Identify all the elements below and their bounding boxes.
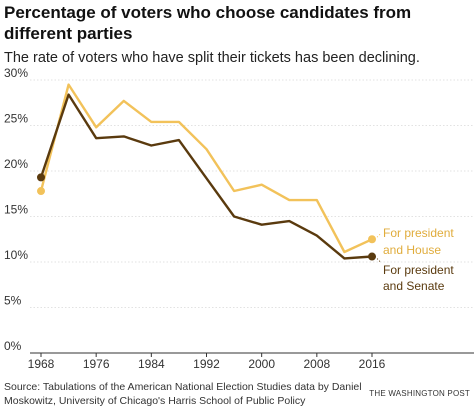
series-label-leader-house <box>374 232 382 240</box>
y-tick-label: 20% <box>4 157 28 171</box>
x-tick-label: 2000 <box>248 357 275 371</box>
x-tick-label: 1992 <box>193 357 220 371</box>
series-start-marker-house <box>37 187 45 196</box>
publisher-credit: THE WASHINGTON POST <box>369 389 470 398</box>
series-end-marker-senate <box>368 252 376 261</box>
series-label-house: For president <box>383 226 454 240</box>
y-tick-label: 10% <box>4 248 28 262</box>
y-tick-label: 30% <box>4 66 28 80</box>
series-start-marker-senate <box>37 173 45 182</box>
y-tick-label: 25% <box>4 112 28 126</box>
x-tick-label: 2008 <box>303 357 330 371</box>
x-tick-label: 2016 <box>359 357 386 371</box>
x-tick-label: 1976 <box>83 357 110 371</box>
y-tick-label: 15% <box>4 203 28 217</box>
x-tick-label: 1968 <box>28 357 55 371</box>
chart-subtitle: The rate of voters who have split their … <box>4 50 420 66</box>
line-chart: 0% 5% 10% 15% 20% 25% 30% 1968 1976 1984 1992 2000 2… <box>4 66 474 371</box>
y-tick-label: 0% <box>4 339 22 353</box>
series-label-senate: and Senate <box>383 279 445 293</box>
y-tick-label: 5% <box>4 294 22 308</box>
source-note: Source: Tabulations of the American Nati… <box>4 381 362 407</box>
series-end-marker-house <box>368 235 376 244</box>
series-line-senate <box>39 93 374 260</box>
series-label-senate: For president <box>383 263 454 277</box>
series-line-house <box>39 83 374 254</box>
series-label-house: and House <box>383 243 441 257</box>
x-tick-label: 1984 <box>138 357 165 371</box>
chart-title: Percentage of voters who choose candidat… <box>4 3 412 43</box>
